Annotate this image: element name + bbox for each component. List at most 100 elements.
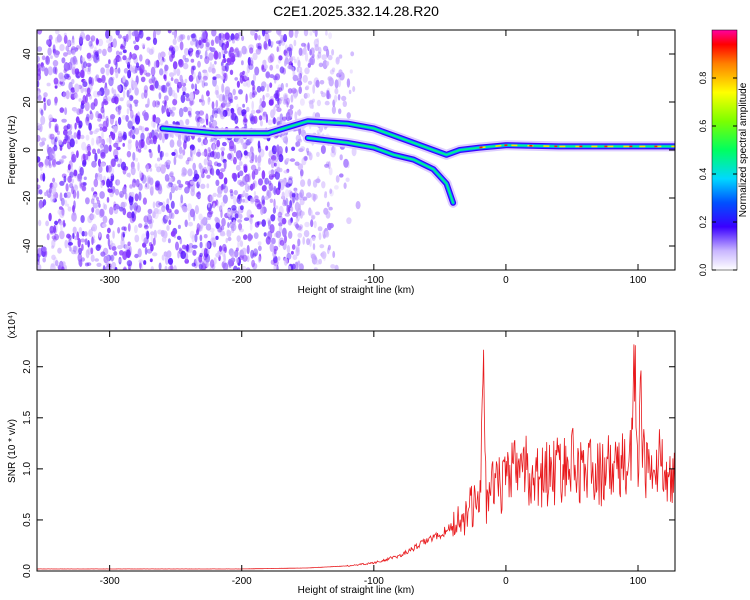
spectrogram-cell xyxy=(234,36,238,41)
spectrogram-cell xyxy=(74,184,79,191)
spectrogram-cell xyxy=(194,205,199,215)
spectrogram-cell xyxy=(163,251,168,257)
spectrogram-cell xyxy=(204,50,208,60)
spectrogram-cell xyxy=(178,107,184,118)
spectrogram-cell xyxy=(54,260,59,267)
spectrogram-cell xyxy=(197,137,202,143)
spectrogram-cell xyxy=(346,217,352,225)
spectrogram-cell xyxy=(108,35,113,42)
spectrogram-cell xyxy=(154,80,159,89)
spectrogram-cell xyxy=(122,75,126,83)
spectrogram-cell xyxy=(144,225,149,230)
spectrogram-cell xyxy=(290,217,293,223)
spectrogram-cell xyxy=(223,57,227,63)
spectrogram-cell xyxy=(190,188,195,197)
spectrogram-cell xyxy=(274,75,277,81)
spectrogram-cell xyxy=(303,230,310,238)
spectrogram-cell xyxy=(44,191,48,197)
spectrogram-cell xyxy=(199,98,202,103)
spectrogram-cell xyxy=(135,139,139,149)
spectrogram-cell xyxy=(250,30,256,36)
spectrogram-cell xyxy=(223,185,229,194)
spectrogram-cell xyxy=(287,219,292,226)
spectrogram-cell xyxy=(254,66,260,76)
spectrogram-cell xyxy=(251,259,256,268)
spectrogram-cell xyxy=(308,99,314,105)
spectrogram-x-tick-label: -100 xyxy=(364,275,384,286)
spectrogram-cell xyxy=(126,211,133,219)
spectrogram-cell xyxy=(284,94,288,104)
spectrogram-cell xyxy=(134,253,139,259)
spectrogram-cell xyxy=(158,131,162,141)
spectrogram-cell xyxy=(296,109,302,116)
spectrogram-cell xyxy=(178,58,184,68)
colorbar-tick-label: 0.0 xyxy=(698,264,708,277)
spectrogram-cell xyxy=(261,81,267,89)
spectrogram-cell xyxy=(61,266,65,270)
spectrogram-cell xyxy=(261,64,265,70)
spectrogram-cell xyxy=(302,46,307,55)
spectrogram-cell xyxy=(157,52,162,61)
spectrogram-track-0 xyxy=(157,116,675,160)
spectrogram-cell xyxy=(241,45,247,55)
spectrogram-cell xyxy=(277,256,281,261)
spectrogram-cell xyxy=(323,193,328,199)
spectrogram-cell xyxy=(134,205,138,215)
spectrogram-cell xyxy=(328,32,332,40)
spectrogram-cell xyxy=(260,85,265,92)
spectrogram-cell xyxy=(117,34,122,39)
spectrogram-cell xyxy=(254,195,259,201)
spectrogram-cell xyxy=(283,170,289,174)
spectrogram-cell xyxy=(91,236,94,245)
spectrogram-cell xyxy=(72,55,77,65)
spectrogram-cell xyxy=(225,62,229,72)
spectrogram-cell xyxy=(307,42,310,51)
snr-series-line xyxy=(37,344,675,570)
spectrogram-cell xyxy=(122,55,127,61)
spectrogram-cell xyxy=(132,126,135,130)
spectrogram-cell xyxy=(63,129,68,136)
spectrogram-cell xyxy=(269,74,275,79)
spectrogram-cell xyxy=(224,41,228,47)
spectrogram-cell xyxy=(118,256,122,265)
spectrogram-y-tick-label: 0 xyxy=(22,147,33,153)
spectrogram-cell xyxy=(199,165,204,174)
spectrogram-cell xyxy=(222,33,227,41)
spectrogram-cell xyxy=(337,77,342,88)
spectrogram-cell xyxy=(242,175,248,186)
spectrogram-cell xyxy=(70,166,74,173)
spectrogram-cell xyxy=(82,159,87,166)
snr-exponent-label: (x10⁴) xyxy=(7,311,18,338)
spectrogram-cell xyxy=(267,230,273,240)
spectrogram-cell xyxy=(102,223,107,228)
spectrogram-cell xyxy=(291,244,296,250)
spectrogram-cell xyxy=(236,80,240,88)
spectrogram-cell xyxy=(319,80,325,85)
snr-x-tick-label: -200 xyxy=(232,576,252,587)
spectrogram-cell xyxy=(43,92,48,98)
spectrogram-cell xyxy=(314,259,321,265)
spectrogram-cell xyxy=(273,162,277,167)
spectrogram-cell xyxy=(58,206,63,210)
spectrogram-cell xyxy=(103,100,109,106)
spectrogram-cell xyxy=(243,217,250,221)
spectrogram-cell xyxy=(66,233,71,239)
spectrogram-cell xyxy=(150,266,154,270)
spectrogram-cell xyxy=(297,59,301,69)
spectrogram-cell xyxy=(50,55,53,60)
spectrogram-cell xyxy=(105,115,109,122)
spectrogram-cell xyxy=(176,139,182,147)
spectrogram-cell xyxy=(264,32,270,42)
spectrogram-cell xyxy=(83,176,87,181)
spectrogram-track-1 xyxy=(306,137,454,204)
spectrogram-cell xyxy=(276,30,282,35)
spectrogram-cell xyxy=(297,238,301,247)
spectrogram-cell xyxy=(252,86,255,94)
spectrogram-cell xyxy=(176,81,183,89)
spectrogram-cell xyxy=(330,264,336,269)
spectrogram-cell xyxy=(140,76,146,83)
spectrogram-cell xyxy=(272,207,276,214)
spectrogram-cell xyxy=(195,110,201,115)
spectrogram-cell xyxy=(109,66,114,76)
spectrogram-cell xyxy=(181,167,187,176)
